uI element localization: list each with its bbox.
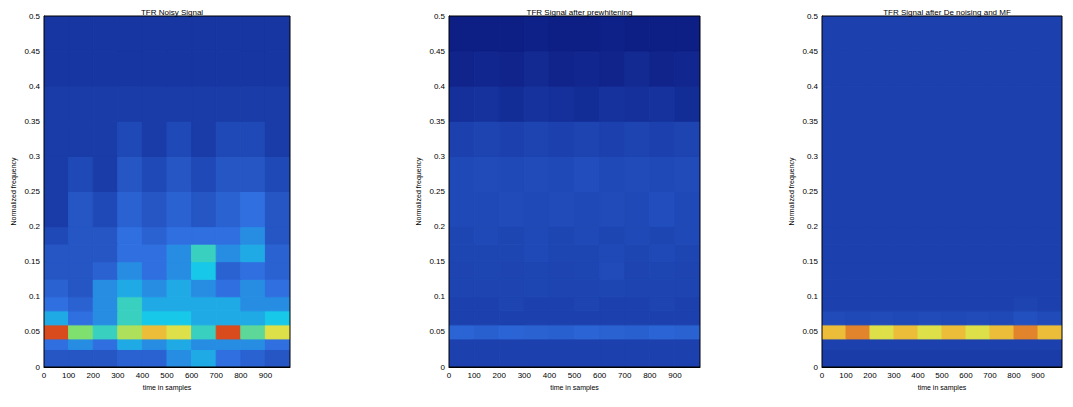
svg-text:0: 0 bbox=[36, 363, 41, 372]
svg-text:600: 600 bbox=[959, 371, 973, 380]
svg-text:0.45: 0.45 bbox=[429, 47, 445, 56]
svg-text:700: 700 bbox=[210, 371, 224, 380]
svg-text:900: 900 bbox=[259, 371, 273, 380]
svg-text:0.4: 0.4 bbox=[434, 82, 446, 91]
svg-text:0.3: 0.3 bbox=[29, 152, 41, 161]
svg-text:0: 0 bbox=[814, 363, 819, 372]
svg-text:TFR Noisy Signal: TFR Noisy Signal bbox=[141, 8, 203, 17]
svg-text:0.4: 0.4 bbox=[807, 82, 819, 91]
svg-text:900: 900 bbox=[668, 371, 682, 380]
svg-text:0.3: 0.3 bbox=[434, 152, 446, 161]
svg-text:0.1: 0.1 bbox=[807, 292, 819, 301]
svg-text:100: 100 bbox=[467, 371, 481, 380]
svg-text:0.2: 0.2 bbox=[434, 222, 446, 231]
svg-text:0.35: 0.35 bbox=[802, 117, 818, 126]
svg-text:100: 100 bbox=[839, 371, 853, 380]
svg-text:0.35: 0.35 bbox=[24, 117, 40, 126]
svg-text:100: 100 bbox=[62, 371, 76, 380]
svg-text:0.1: 0.1 bbox=[434, 292, 446, 301]
svg-text:600: 600 bbox=[593, 371, 607, 380]
svg-text:300: 300 bbox=[111, 371, 125, 380]
svg-text:0.05: 0.05 bbox=[24, 327, 40, 336]
svg-text:0.15: 0.15 bbox=[802, 257, 818, 266]
svg-text:400: 400 bbox=[136, 371, 150, 380]
svg-text:time in samples: time in samples bbox=[143, 384, 192, 392]
svg-text:0: 0 bbox=[42, 371, 47, 380]
svg-text:800: 800 bbox=[1007, 371, 1021, 380]
svg-text:TFR Signal after De noising an: TFR Signal after De noising and MF bbox=[883, 8, 1011, 17]
svg-text:0.05: 0.05 bbox=[802, 327, 818, 336]
svg-text:0.05: 0.05 bbox=[429, 327, 445, 336]
svg-text:TFR Signal after prewhitening: TFR Signal after prewhitening bbox=[527, 8, 633, 17]
svg-text:Normalized frequency: Normalized frequency bbox=[788, 157, 796, 226]
svg-text:0.25: 0.25 bbox=[429, 187, 445, 196]
svg-text:Normalized frequency: Normalized frequency bbox=[415, 157, 423, 226]
svg-text:800: 800 bbox=[234, 371, 248, 380]
svg-text:0.25: 0.25 bbox=[24, 187, 40, 196]
svg-text:0.15: 0.15 bbox=[24, 257, 40, 266]
svg-text:0: 0 bbox=[447, 371, 452, 380]
svg-text:300: 300 bbox=[518, 371, 532, 380]
svg-text:800: 800 bbox=[643, 371, 657, 380]
svg-text:time in samples: time in samples bbox=[918, 384, 967, 392]
svg-text:0: 0 bbox=[820, 371, 825, 380]
svg-text:200: 200 bbox=[493, 371, 507, 380]
svg-text:0.2: 0.2 bbox=[29, 222, 41, 231]
svg-text:400: 400 bbox=[911, 371, 925, 380]
svg-text:700: 700 bbox=[983, 371, 997, 380]
svg-text:0.3: 0.3 bbox=[807, 152, 819, 161]
svg-text:0.1: 0.1 bbox=[29, 292, 41, 301]
svg-text:0.25: 0.25 bbox=[802, 187, 818, 196]
svg-text:0.5: 0.5 bbox=[434, 12, 446, 21]
svg-text:300: 300 bbox=[887, 371, 901, 380]
svg-text:0.35: 0.35 bbox=[429, 117, 445, 126]
svg-text:0.15: 0.15 bbox=[429, 257, 445, 266]
svg-text:500: 500 bbox=[160, 371, 174, 380]
svg-text:0.45: 0.45 bbox=[24, 47, 40, 56]
svg-text:500: 500 bbox=[935, 371, 949, 380]
svg-text:0: 0 bbox=[441, 363, 446, 372]
svg-text:200: 200 bbox=[863, 371, 877, 380]
svg-text:0.5: 0.5 bbox=[807, 12, 819, 21]
svg-text:0.5: 0.5 bbox=[29, 12, 41, 21]
svg-text:time in samples: time in samples bbox=[550, 384, 599, 392]
svg-text:0.4: 0.4 bbox=[29, 82, 41, 91]
svg-text:200: 200 bbox=[87, 371, 101, 380]
svg-text:900: 900 bbox=[1031, 371, 1045, 380]
svg-text:0.45: 0.45 bbox=[802, 47, 818, 56]
svg-text:400: 400 bbox=[543, 371, 557, 380]
svg-text:500: 500 bbox=[568, 371, 582, 380]
svg-text:0.2: 0.2 bbox=[807, 222, 819, 231]
svg-text:600: 600 bbox=[185, 371, 199, 380]
svg-text:700: 700 bbox=[618, 371, 632, 380]
svg-text:Normalized frequency: Normalized frequency bbox=[10, 157, 18, 226]
